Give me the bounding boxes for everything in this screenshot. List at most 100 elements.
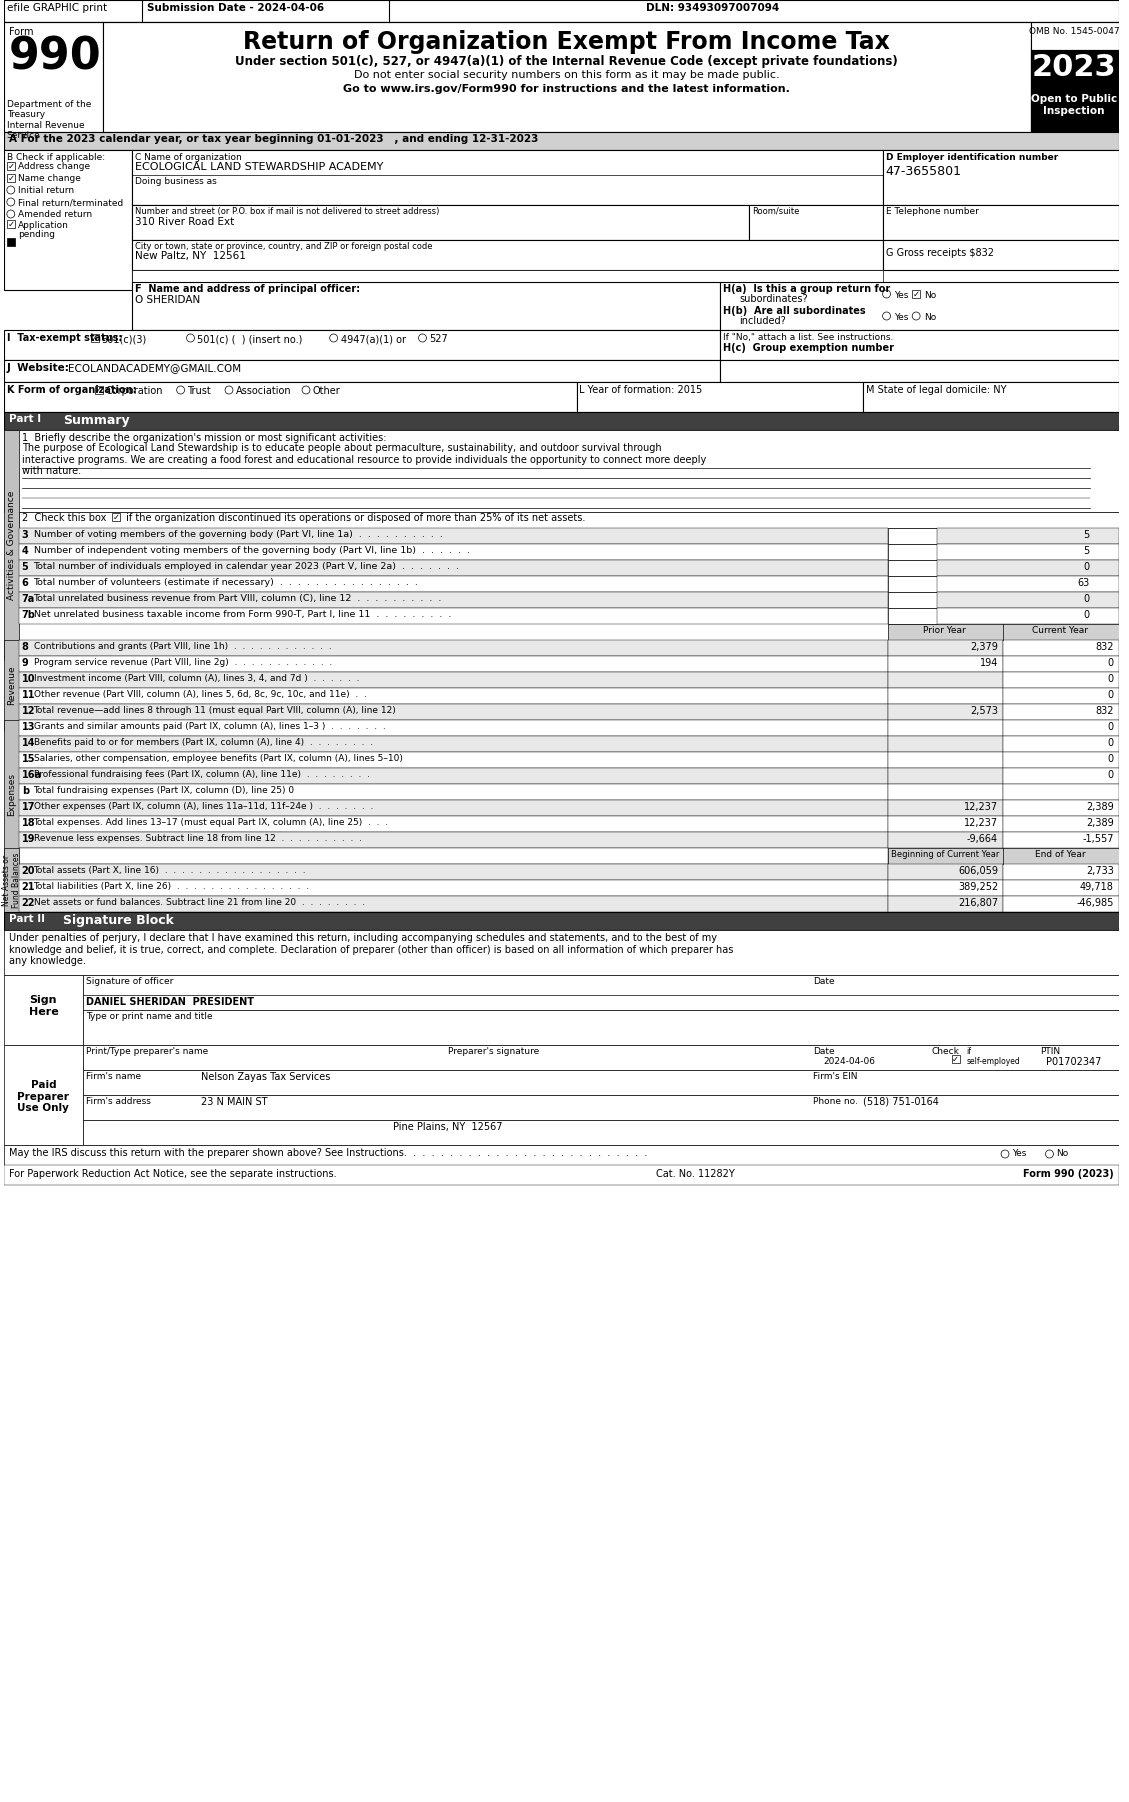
Bar	[750, 205, 883, 240]
Text: B Check if applicable:: B Check if applicable:	[7, 153, 105, 162]
Text: Submission Date - 2024-04-06: Submission Date - 2024-04-06	[147, 4, 324, 13]
Text: -46,985: -46,985	[1076, 897, 1113, 908]
Bar	[19, 577, 887, 593]
Text: 832: 832	[1095, 706, 1113, 715]
Text: 5: 5	[1084, 546, 1089, 557]
Text: Cat. No. 11282Y: Cat. No. 11282Y	[656, 1169, 734, 1179]
Text: DLN: 93493097007094: DLN: 93493097007094	[646, 4, 779, 13]
Bar	[887, 849, 1119, 863]
Text: Room/suite: Room/suite	[752, 207, 799, 216]
Bar	[19, 560, 887, 577]
Bar	[19, 688, 887, 705]
Text: City or town, state or province, country, and ZIP or foreign postal code: City or town, state or province, country…	[135, 241, 432, 250]
Text: 0: 0	[1108, 658, 1113, 669]
Text: 0: 0	[1108, 674, 1113, 685]
Bar	[19, 800, 887, 816]
Bar	[887, 528, 937, 544]
Text: 832: 832	[1095, 642, 1113, 652]
Bar	[1003, 705, 1119, 721]
Text: L Year of formation: 2015: L Year of formation: 2015	[579, 386, 702, 395]
Text: 18: 18	[21, 818, 35, 827]
Bar	[7, 238, 15, 247]
Bar	[937, 577, 1119, 593]
Text: May the IRS discuss this return with the preparer shown above? See Instructions.: May the IRS discuss this return with the…	[9, 1148, 647, 1159]
Text: 12,237: 12,237	[964, 818, 998, 827]
Text: Revenue: Revenue	[7, 665, 16, 705]
Text: 9: 9	[21, 658, 28, 669]
Text: Association: Association	[236, 386, 291, 396]
Text: Beginning of Current Year: Beginning of Current Year	[891, 851, 999, 860]
Text: E Telephone number: E Telephone number	[885, 207, 979, 216]
Text: ✓: ✓	[95, 386, 102, 395]
Bar	[3, 930, 1119, 975]
Bar	[1003, 688, 1119, 705]
Text: Check: Check	[931, 1047, 960, 1056]
Bar	[90, 333, 98, 342]
Text: H(b)  Are all subordinates: H(b) Are all subordinates	[723, 306, 865, 315]
Text: 22: 22	[21, 897, 35, 908]
Text: 0: 0	[1084, 562, 1089, 571]
Text: Professional fundraising fees (Part IX, column (A), line 11e)  .  .  .  .  .  . : Professional fundraising fees (Part IX, …	[34, 769, 369, 778]
Text: O SHERIDAN: O SHERIDAN	[135, 296, 201, 305]
Text: 63: 63	[1078, 578, 1089, 587]
Text: Current Year: Current Year	[1032, 625, 1088, 634]
Bar	[883, 205, 1119, 240]
Text: 4947(a)(1) or: 4947(a)(1) or	[341, 333, 405, 344]
Bar	[887, 672, 1003, 688]
Bar	[3, 975, 82, 1045]
Bar	[82, 1121, 1119, 1144]
Text: Total assets (Part X, line 16)  .  .  .  .  .  .  .  .  .  .  .  .  .  .  .  .  : Total assets (Part X, line 16) . . . . .…	[34, 867, 306, 876]
Text: A For the 2023 calendar year, or tax year beginning 01-01-2023   , and ending 12: A For the 2023 calendar year, or tax yea…	[9, 133, 539, 144]
Bar	[887, 751, 1003, 768]
Bar	[19, 735, 887, 751]
Bar	[719, 281, 1119, 330]
Bar	[95, 386, 103, 395]
Bar	[1003, 656, 1119, 672]
Bar	[887, 784, 1003, 800]
Bar	[887, 607, 937, 623]
Text: Expenses: Expenses	[7, 773, 16, 816]
Bar	[7, 220, 15, 229]
Bar	[3, 382, 577, 413]
Text: Other revenue (Part VIII, column (A), lines 5, 6d, 8c, 9c, 10c, and 11e)  .  .: Other revenue (Part VIII, column (A), li…	[34, 690, 367, 699]
Bar	[887, 816, 1003, 833]
Text: 0: 0	[1108, 739, 1113, 748]
Bar	[1003, 751, 1119, 768]
Bar	[883, 150, 1119, 205]
Text: 194: 194	[980, 658, 998, 669]
Text: Total revenue—add lines 8 through 11 (must equal Part VIII, column (A), line 12): Total revenue—add lines 8 through 11 (mu…	[34, 706, 396, 715]
Text: 606,059: 606,059	[959, 867, 998, 876]
Text: Under section 501(c), 527, or 4947(a)(1) of the Internal Revenue Code (except pr: Under section 501(c), 527, or 4947(a)(1)…	[235, 56, 898, 68]
Bar	[3, 360, 719, 382]
Bar	[113, 514, 121, 521]
Text: The purpose of Ecological Land Stewardship is to educate people about permacultu: The purpose of Ecological Land Stewardsh…	[21, 443, 706, 476]
Bar	[952, 1054, 960, 1063]
Text: M State of legal domicile: NY: M State of legal domicile: NY	[866, 386, 1006, 395]
Bar	[887, 800, 1003, 816]
Text: if
self-employed: if self-employed	[966, 1047, 1021, 1067]
Bar	[19, 705, 887, 721]
Text: Form 990 (2023): Form 990 (2023)	[1023, 1169, 1113, 1179]
Text: Amended return: Amended return	[18, 211, 91, 220]
Bar	[1003, 879, 1119, 896]
Bar	[82, 1096, 1119, 1121]
Text: Part II: Part II	[9, 914, 45, 924]
Text: 4: 4	[21, 546, 28, 557]
Bar	[3, 0, 1119, 22]
Text: 3: 3	[21, 530, 28, 541]
Bar	[19, 816, 887, 833]
Bar	[887, 593, 937, 607]
Text: Yes: Yes	[894, 314, 909, 323]
Bar	[1003, 721, 1119, 735]
Text: Corporation: Corporation	[106, 386, 163, 396]
Text: Initial return: Initial return	[18, 186, 73, 195]
Bar	[3, 431, 1119, 512]
Text: 17: 17	[21, 802, 35, 813]
Text: Address change: Address change	[18, 162, 90, 171]
Bar	[1003, 735, 1119, 751]
Bar	[887, 705, 1003, 721]
Text: 8: 8	[21, 642, 28, 652]
Bar	[7, 175, 15, 182]
Text: Return of Organization Exempt From Income Tax: Return of Organization Exempt From Incom…	[243, 31, 890, 54]
Bar	[1003, 896, 1119, 912]
